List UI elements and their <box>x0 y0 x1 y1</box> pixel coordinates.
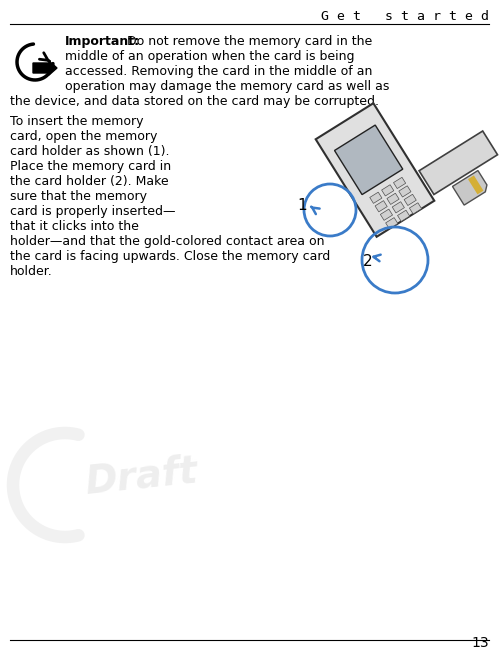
Text: card holder as shown (1).: card holder as shown (1). <box>10 145 170 158</box>
Polygon shape <box>394 178 406 189</box>
Text: sure that the memory: sure that the memory <box>10 190 147 203</box>
Text: middle of an operation when the card is being: middle of an operation when the card is … <box>65 50 354 63</box>
Polygon shape <box>316 103 434 237</box>
Text: the card is facing upwards. Close the memory card: the card is facing upwards. Close the me… <box>10 250 330 263</box>
Text: the card holder (2). Make: the card holder (2). Make <box>10 175 169 188</box>
Text: the device, and data stored on the card may be corrupted.: the device, and data stored on the card … <box>10 95 379 108</box>
Polygon shape <box>419 131 498 195</box>
Text: card is properly inserted—: card is properly inserted— <box>10 205 176 218</box>
Text: that it clicks into the: that it clicks into the <box>10 220 139 233</box>
Text: 1: 1 <box>297 197 307 213</box>
Text: Draft: Draft <box>83 452 200 502</box>
Polygon shape <box>453 170 487 205</box>
Polygon shape <box>375 201 387 212</box>
Polygon shape <box>468 176 484 195</box>
Polygon shape <box>382 185 394 196</box>
Text: holder—and that the gold-colored contact area on: holder—and that the gold-colored contact… <box>10 235 324 248</box>
Text: accessed. Removing the card in the middle of an: accessed. Removing the card in the middl… <box>65 65 372 78</box>
Text: operation may damage the memory card as well as: operation may damage the memory card as … <box>65 80 389 93</box>
Polygon shape <box>409 203 422 214</box>
Polygon shape <box>386 218 398 229</box>
Text: Important:: Important: <box>65 35 140 48</box>
Polygon shape <box>370 192 382 203</box>
FancyArrow shape <box>33 61 57 75</box>
Text: Do not remove the memory card in the: Do not remove the memory card in the <box>123 35 372 48</box>
Text: To insert the memory: To insert the memory <box>10 115 144 128</box>
Text: card, open the memory: card, open the memory <box>10 130 157 143</box>
Polygon shape <box>334 125 403 195</box>
Polygon shape <box>404 194 416 205</box>
Text: 2: 2 <box>363 255 373 269</box>
Text: 13: 13 <box>472 636 489 650</box>
Polygon shape <box>399 186 411 197</box>
Polygon shape <box>398 210 410 221</box>
Text: Place the memory card in: Place the memory card in <box>10 160 171 173</box>
Polygon shape <box>387 193 399 205</box>
Text: G e t   s t a r t e d: G e t s t a r t e d <box>321 10 489 23</box>
Polygon shape <box>392 202 404 213</box>
Polygon shape <box>380 209 393 220</box>
Text: holder.: holder. <box>10 265 53 278</box>
